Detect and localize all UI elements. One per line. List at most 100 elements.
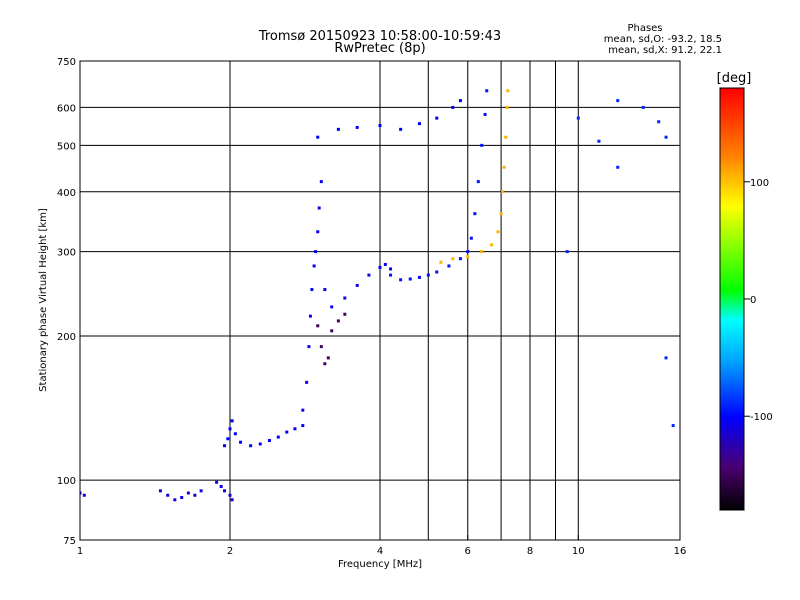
- echo-point: [316, 324, 320, 328]
- echo-point: [490, 243, 494, 247]
- echo-point: [466, 255, 470, 259]
- echo-point: [469, 236, 473, 240]
- echo-point: [193, 493, 197, 497]
- echo-point: [223, 489, 227, 493]
- echo-point: [502, 165, 506, 169]
- echo-point: [319, 180, 323, 184]
- echo-point: [228, 493, 232, 497]
- echo-point: [408, 277, 412, 281]
- echo-point: [505, 105, 509, 109]
- echo-point: [239, 440, 243, 444]
- echo-point: [458, 99, 462, 103]
- echo-point: [451, 105, 455, 109]
- echo-point: [215, 480, 219, 484]
- echo-point: [336, 127, 340, 131]
- echo-point: [671, 424, 675, 428]
- echo-point: [228, 427, 232, 431]
- echo-point: [323, 288, 327, 292]
- echo-point: [233, 432, 237, 436]
- echo-point: [483, 112, 487, 116]
- echo-point: [476, 180, 480, 184]
- echo-point: [466, 250, 470, 254]
- echo-point: [301, 408, 305, 412]
- echo-point: [317, 206, 321, 210]
- echo-point: [219, 484, 223, 488]
- x-tick-label: 6: [465, 546, 471, 557]
- echo-point: [506, 89, 510, 93]
- echo-point: [230, 419, 234, 423]
- y-tick-label: 600: [57, 103, 76, 114]
- y-tick-label: 300: [57, 248, 76, 259]
- echo-point: [230, 498, 234, 502]
- echo-point: [336, 319, 340, 323]
- echo-point: [378, 124, 382, 128]
- echo-point: [276, 435, 280, 439]
- echo-point: [485, 89, 489, 93]
- echo-point: [308, 314, 312, 318]
- echo-point: [389, 267, 393, 271]
- echo-point: [435, 270, 439, 274]
- echo-point: [323, 362, 327, 366]
- chart-title: Tromsø 20150923 10:58:00-10:59:43: [258, 29, 501, 44]
- colorbar-tick-label: -100: [750, 412, 773, 423]
- echo-point: [616, 165, 620, 169]
- echo-point: [307, 345, 311, 349]
- echo-point: [439, 260, 443, 264]
- echo-point: [226, 437, 230, 441]
- echo-point: [480, 250, 484, 254]
- echo-point: [223, 444, 227, 448]
- grid-lines: [80, 61, 680, 540]
- echo-point: [173, 498, 177, 502]
- echo-point: [451, 257, 455, 261]
- echo-point: [399, 127, 403, 131]
- echo-point: [417, 122, 421, 126]
- echo-point: [499, 212, 503, 216]
- colorbar-tick-label: 0: [750, 295, 756, 306]
- echo-point: [657, 120, 661, 124]
- x-tick-label: 16: [674, 546, 687, 557]
- y-tick-label: 750: [57, 57, 76, 68]
- echo-point: [316, 230, 320, 234]
- echo-point: [355, 283, 359, 287]
- echo-point: [355, 125, 359, 129]
- echo-point: [319, 345, 323, 349]
- x-tick-label: 8: [527, 546, 533, 557]
- echo-point: [343, 312, 347, 316]
- echo-point: [310, 288, 314, 292]
- y-tick-label: 100: [57, 476, 76, 487]
- phase-stats-o-mode: mean, sd,O: -93.2, 18.5: [604, 34, 722, 45]
- data-points: [80, 89, 675, 502]
- echo-point: [330, 329, 334, 333]
- echo-point: [166, 493, 170, 497]
- x-tick-label: 2: [227, 546, 233, 557]
- x-axis-label: Frequency [MHz]: [338, 559, 422, 570]
- echo-point: [473, 212, 477, 216]
- echo-point: [480, 143, 484, 147]
- colorbar-tick-label: 100: [750, 178, 769, 189]
- echo-point: [314, 250, 318, 254]
- chart-subtitle: RwPretec (8p): [334, 41, 425, 56]
- echo-point: [367, 273, 371, 277]
- colorbar-label: [deg]: [717, 71, 752, 86]
- echo-point: [399, 278, 403, 282]
- echo-point: [249, 444, 253, 448]
- x-tick-label: 4: [377, 546, 383, 557]
- echo-point: [435, 116, 439, 120]
- echo-point: [180, 495, 184, 499]
- echo-point: [576, 116, 580, 120]
- echo-point: [616, 99, 620, 103]
- colorbar: [719, 87, 745, 511]
- echo-point: [80, 491, 82, 495]
- y-axis-ticks: 75 100 200 300 400 500 600 750: [57, 57, 76, 547]
- echo-point: [664, 356, 668, 360]
- echo-point: [501, 190, 505, 194]
- echo-point: [330, 305, 334, 309]
- echo-point: [383, 262, 387, 266]
- echo-point: [458, 257, 462, 261]
- echo-point: [301, 424, 305, 428]
- echo-point: [389, 273, 393, 277]
- echo-point: [343, 296, 347, 300]
- echo-point: [312, 264, 316, 268]
- echo-point: [641, 105, 645, 109]
